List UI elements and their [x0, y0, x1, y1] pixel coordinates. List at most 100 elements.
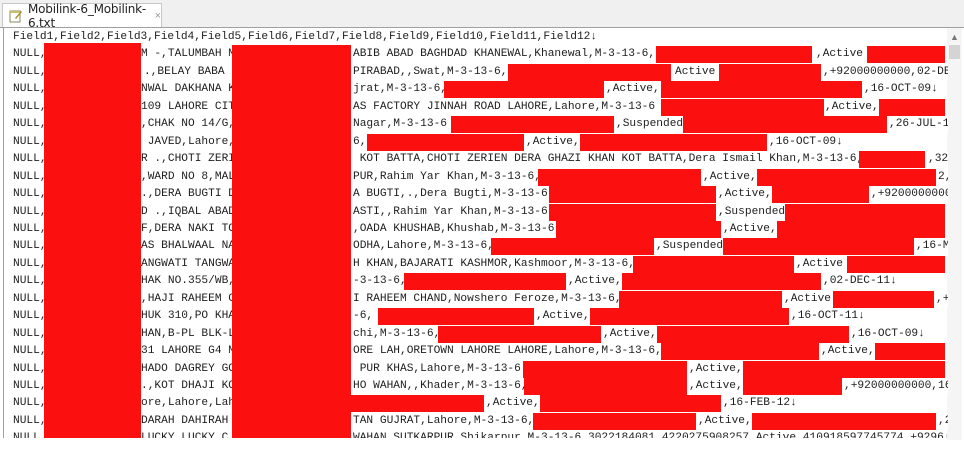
redaction-box — [367, 133, 524, 151]
line-text: jrat,M-3-13-6, — [353, 83, 447, 96]
redaction-box — [721, 238, 914, 256]
vertical-scrollbar[interactable]: ▲ — [947, 28, 962, 440]
bottom-margin — [0, 440, 964, 450]
line-text: HO WAHAN,,Khader,M-3-13-6, — [353, 380, 528, 392]
redaction-box — [785, 203, 945, 221]
line-text: NULL, — [13, 430, 47, 438]
text-line: NULL, .,BELAY BABA PIRABAD,,Swat,M-3-13-6,… — [4, 63, 948, 81]
scroll-thumb[interactable] — [949, 45, 960, 59]
line-text: ,Active — [796, 255, 843, 273]
line-text: ,Active, — [486, 395, 540, 413]
tab-bar: Mobilink-6_Mobilink-6.txt × — [0, 0, 964, 30]
text-line: NULL, 31 LAHORE G4 M ORE LAH,ORETOWN LAHOR… — [4, 343, 948, 361]
redaction-box — [776, 220, 945, 238]
line-text: NULL, — [13, 65, 47, 78]
redaction-box — [833, 290, 934, 308]
text-line: NULL, ANGWATI TANGWA H KHAN,BAJARATI KASHM… — [4, 255, 948, 273]
line-text: NULL, — [13, 257, 47, 270]
text-line: NULL, AS BHALWAAL NA ODHA,Lahore,M-3-13-6,… — [4, 238, 948, 256]
redaction-box — [556, 220, 721, 238]
line-text: PIRABAD,,Swat,M-3-13-6, — [353, 65, 508, 78]
line-text: ,WARD NO 8,MAL — [141, 170, 235, 183]
text-line: NULL, DARAH DAHIRAH TAN GUJRAT,Lahore,M-3… — [4, 412, 948, 430]
redaction-box — [378, 308, 534, 326]
line-text: ,16-OCT-09↓ — [851, 325, 925, 343]
line-text: NULL, — [13, 414, 47, 427]
close-icon[interactable]: × — [154, 9, 161, 22]
redaction-box — [444, 81, 604, 99]
header-line: Field1,Field2,Field3,Field4,Field5,Field… — [4, 29, 948, 46]
text-line: NULL, LUCKY LUCKY C WAHAN SUTKARPUR,Shikar… — [4, 430, 948, 438]
line-text: ,Active, — [703, 168, 757, 186]
line-text: ORE LAH,ORETOWN LAHORE LAHORE,Lahore,M-3… — [353, 345, 662, 358]
line-text: NULL, — [13, 170, 47, 183]
line-text: ANGWATI TANGWA — [141, 257, 235, 270]
redaction-box — [847, 255, 945, 273]
text-line: NULL, HUK 310,PO KHA -6, ,Active, ,16-OCT-11… — [4, 308, 948, 326]
text-line: NULL, HAK NO.355/WB, -3-13-6, ,Active, ,02-D… — [4, 273, 948, 291]
redaction-box — [524, 378, 687, 395]
line-text: NULL, — [13, 327, 47, 340]
line-text: .,KOT DHAJI KO — [141, 380, 235, 392]
text-line: NULL, JAVED,Lahore, 6, ,Active, ,16-OCT-09↓ — [4, 133, 948, 151]
line-text: A BUGTI,.,Dera Bugti,M-3-13-6, — [353, 188, 555, 201]
line-text: Active — [675, 63, 716, 81]
line-text: NWAL DAKHANA K — [141, 83, 235, 96]
line-text: ,Suspended — [656, 238, 724, 256]
line-text: ,Active, — [603, 325, 657, 343]
text-line: NULL, D .,IQBAL ABAD ASTI,,Rahim Yar Khan,… — [4, 203, 948, 221]
text-line: NULL, M -,TALUMBAH M ABIB ABAD BAGHDAD KHA… — [4, 46, 948, 64]
redaction-box — [491, 238, 654, 256]
redaction-block — [44, 43, 141, 438]
line-text: WAHAN SUTKARPUR,Shikarpur,M-3-13-6,30221… — [353, 430, 948, 438]
line-text: NULL, — [13, 118, 47, 131]
redaction-box — [619, 290, 782, 308]
redaction-box — [451, 116, 614, 134]
line-text: ,+92000000000,02-DE — [823, 63, 948, 81]
redaction-box — [748, 412, 936, 430]
line-text: ,Active — [816, 46, 863, 64]
line-text: Nagar,M-3-13-6 — [353, 118, 447, 131]
redaction-box — [871, 98, 945, 116]
redaction-box — [618, 273, 821, 291]
line-text: ,Active, — [825, 98, 879, 116]
text-line: NULL, .,KOT DHAJI KO HO WAHAN,,Khader,M-3-… — [4, 378, 948, 395]
line-text: 2, — [938, 168, 948, 186]
line-text: H KHAN,BAJARATI KASHMOR,Kashmoor,M-3-13-… — [353, 257, 635, 270]
redaction-box — [656, 46, 812, 64]
redaction-box — [586, 308, 789, 326]
line-text: ,32 — [928, 151, 948, 169]
line-text: ,Active, — [689, 360, 743, 378]
redaction-box — [654, 325, 849, 343]
line-text: ,+ — [936, 290, 948, 308]
line-text: NULL, — [13, 240, 47, 253]
line-text: ,Active, — [689, 378, 743, 395]
text-line: NULL, ,CHAK NO 14/G, Nagar,M-3-13-6 ,Suspen… — [4, 116, 948, 134]
line-text: 31 LAHORE G4 M — [141, 345, 235, 358]
line-text: 6, — [353, 135, 367, 148]
line-text: ,HAJI RAHEEM C — [141, 292, 235, 305]
text-line: NULL, F,DERA NAKI TO ,OADA KHUSHAB,Khushab… — [4, 220, 948, 238]
line-text: 109 LAHORE CIT — [141, 100, 235, 113]
text-editor[interactable]: Field1,Field2,Field3,Field4,Field5,Field… — [3, 28, 948, 438]
line-text: HAK NO.355/WB, — [141, 275, 235, 288]
line-text: NULL, — [13, 345, 47, 358]
text-line: NULL, NWAL DAKHANA K jrat,M-3-13-6, ,Active… — [4, 81, 948, 99]
line-text: .,BELAY BABA — [144, 65, 225, 78]
text-line: NULL, HAN,B-PL BLK-L chi,M-3-13-6, ,Active,… — [4, 325, 948, 343]
line-text: ,Active, — [606, 81, 660, 99]
line-text: NULL, — [13, 188, 47, 201]
line-text: DARAH DAHIRAH — [141, 414, 235, 427]
line-text: ,Active, — [718, 186, 772, 204]
line-text: ,Suspended — [616, 116, 684, 134]
tab-file[interactable]: Mobilink-6_Mobilink-6.txt × — [2, 2, 162, 30]
line-text: ,CHAK NO 14/G, — [141, 118, 235, 131]
scroll-up-arrow-icon[interactable]: ▲ — [950, 32, 959, 42]
line-text: ore,Lahore,Lah — [141, 397, 235, 410]
redaction-box — [867, 46, 945, 64]
line-text: ODHA,Lahore,M-3-13-6, — [353, 240, 494, 253]
redaction-box — [741, 360, 945, 378]
line-text: ABIB ABAD BAGHDAD KHANEWAL,Khanewal,M-3-… — [353, 48, 656, 61]
redaction-block — [232, 45, 351, 438]
line-text: ,2 — [938, 412, 948, 430]
